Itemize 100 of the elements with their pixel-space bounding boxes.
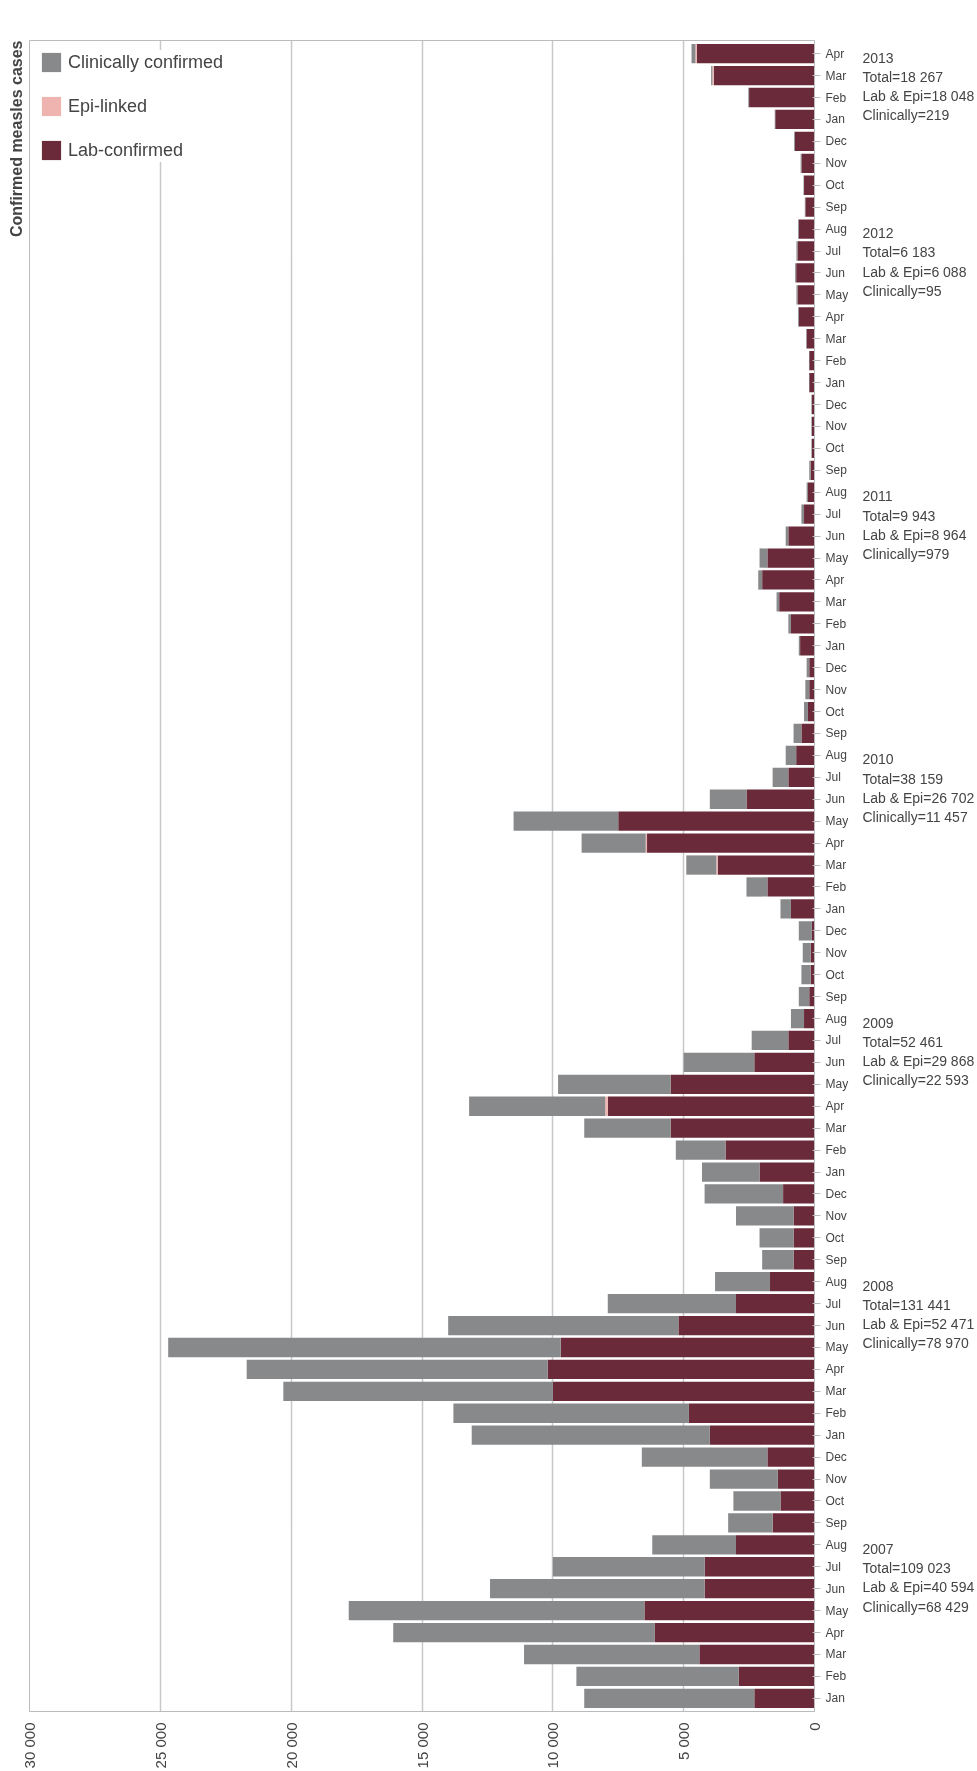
bar [725, 1140, 815, 1160]
bar [471, 1425, 710, 1445]
bar [607, 1096, 815, 1116]
text: 2008 Total=131 441 Lab & Epi=52 471 Clinically=78 970 [862, 1277, 975, 1352]
bar [801, 153, 815, 173]
y-tick-label: Jan [825, 638, 845, 653]
y-tick-label: Aug [825, 222, 847, 237]
y-tick-label: Jun [825, 529, 845, 544]
bar [715, 1272, 771, 1292]
y-tick-label: May [825, 1077, 849, 1092]
y-tick-label: Aug [825, 485, 847, 500]
bar [805, 679, 810, 700]
y-tick-label: Dec [825, 397, 847, 412]
bar [785, 745, 797, 766]
bar [801, 723, 815, 744]
legend-label: Epi-linked [68, 95, 148, 117]
bar [558, 1074, 671, 1094]
y-tick-label: Jul [825, 1559, 841, 1574]
bar [728, 1513, 773, 1533]
bar [736, 1535, 815, 1555]
y-tick-label: Nov [825, 945, 847, 960]
bar [788, 526, 815, 546]
y-tick-label: Apr [825, 572, 845, 587]
y-tick-label: May [825, 1340, 849, 1355]
bar [794, 131, 815, 152]
y-tick-label: May [825, 1603, 849, 1618]
bar [788, 614, 791, 634]
y-tick-label: Feb [825, 1406, 847, 1421]
bar [733, 1491, 781, 1511]
bar [759, 1228, 794, 1248]
bar [168, 1337, 561, 1358]
x-tick-label: 30 000 [21, 1722, 38, 1769]
y-tick-label: Feb [825, 1669, 847, 1684]
y-tick-label: Mar [825, 68, 847, 83]
y-tick-label: Dec [825, 134, 847, 149]
bar [560, 1337, 815, 1358]
y-tick-label: Oct [825, 441, 845, 456]
bar [783, 1184, 815, 1204]
y-tick-label: Jan [825, 112, 845, 127]
y-tick-label: Sep [825, 463, 848, 478]
y-tick-label: Jul [825, 1296, 841, 1311]
y-tick-label: Mar [825, 1384, 847, 1399]
bar [283, 1381, 553, 1401]
bar [670, 1074, 815, 1094]
bar [801, 965, 811, 985]
y-tick-label: Sep [825, 1515, 848, 1530]
y-tick-label: Mar [825, 1647, 847, 1662]
bar [584, 1118, 671, 1138]
bar [788, 1030, 815, 1051]
y-tick-label: Apr [825, 1362, 845, 1377]
x-tick-label: 20 000 [282, 1722, 300, 1769]
bar [448, 1315, 679, 1336]
bar [796, 745, 815, 766]
bar [584, 1688, 755, 1708]
bar [790, 1008, 805, 1029]
bar [581, 833, 646, 853]
bar [704, 1579, 815, 1599]
y-tick-label: Oct [825, 967, 845, 982]
bar [780, 1491, 815, 1511]
bar [696, 44, 815, 64]
bar [759, 548, 768, 568]
bar [552, 1381, 815, 1401]
bar [654, 1622, 815, 1643]
bar [772, 767, 789, 787]
bar [699, 1644, 815, 1665]
y-tick-label: Oct [825, 178, 845, 193]
y-tick-label: Sep [825, 989, 848, 1004]
y-tick-label: Jul [825, 1033, 841, 1048]
y-tick-label: Oct [825, 704, 845, 719]
y-tick-label: Nov [825, 156, 847, 171]
y-tick-label: Sep [825, 200, 848, 215]
bar [704, 1557, 815, 1577]
x-tick-label: 5 000 [675, 1722, 693, 1761]
bar [393, 1622, 655, 1643]
bar [809, 658, 815, 678]
text: 2011 Total=9 943 Lab & Epi=8 964 Clinically=979 [862, 488, 967, 562]
y-tick-label: Feb [825, 616, 847, 631]
bar [793, 1228, 815, 1248]
bar [552, 1557, 705, 1577]
bar [686, 855, 717, 875]
y-tick-label: Mar [825, 1121, 847, 1136]
bar [809, 679, 815, 700]
bar [802, 943, 811, 963]
bar [798, 219, 815, 239]
bar [618, 811, 815, 831]
bar [754, 1052, 815, 1073]
y-tick-label: Feb [825, 353, 847, 368]
bar [804, 175, 815, 195]
bar [709, 1469, 778, 1489]
bar [780, 899, 791, 919]
bar [807, 701, 815, 722]
bar [801, 504, 805, 524]
bar [804, 701, 808, 722]
bar [607, 1293, 736, 1314]
bar [793, 1206, 815, 1226]
y-tick-label: Sep [825, 1252, 848, 1267]
bar [709, 1425, 815, 1445]
bar [796, 263, 815, 283]
y-tick-label: May [825, 287, 849, 302]
bar [469, 1096, 606, 1116]
